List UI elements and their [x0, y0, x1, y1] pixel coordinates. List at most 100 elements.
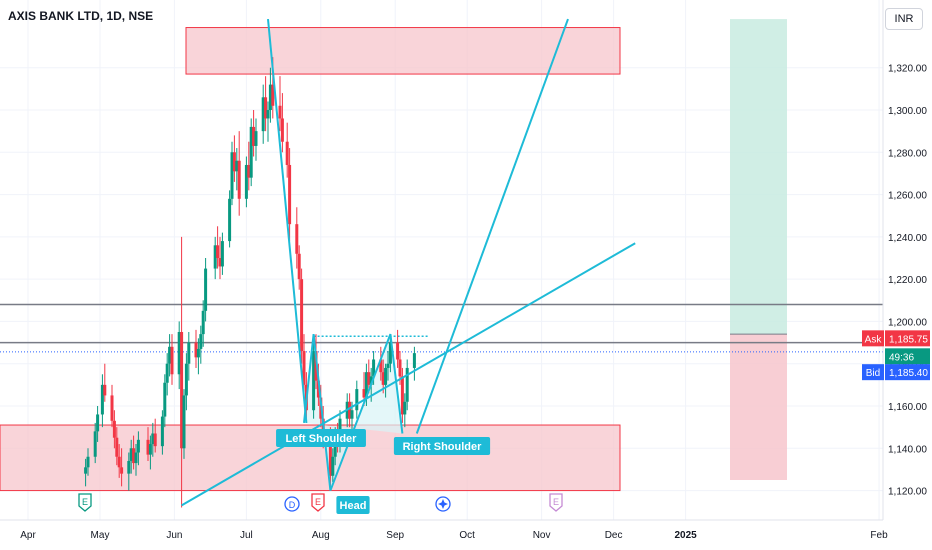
candle-body — [285, 141, 289, 165]
candle-body — [110, 395, 114, 421]
x-tick-label: Jun — [166, 530, 182, 541]
candle-body — [132, 448, 136, 464]
candle-body — [396, 342, 400, 360]
earnings-marker-2-text: E — [315, 497, 321, 507]
candle-body — [216, 245, 220, 258]
candle-body — [100, 384, 104, 415]
candle-body — [148, 444, 152, 455]
candle-body — [146, 439, 150, 455]
currency-button[interactable]: INR — [885, 8, 923, 30]
pattern-drawings: Left Shoulder Head Right Shoulder — [181, 18, 636, 514]
earnings-marker-1-shape — [78, 493, 92, 512]
bid-tag-label: Bid — [866, 368, 880, 379]
candle-body — [180, 332, 184, 449]
candle-body — [235, 160, 239, 172]
candle-body — [295, 224, 299, 254]
bid-tag-value: 1,185.40 — [889, 368, 928, 379]
candle-body — [398, 359, 402, 377]
head-label: Head — [336, 496, 370, 514]
candle-body — [96, 414, 100, 432]
y-tick-label: 1,320.00 — [888, 64, 927, 75]
candle-body — [115, 437, 119, 457]
candle-body — [386, 363, 390, 368]
chart-title: AXIS BANK LTD, 1D, NSE — [8, 9, 154, 23]
candle-body — [280, 118, 284, 142]
candle-body — [388, 342, 392, 364]
candle-body — [261, 97, 265, 132]
x-tick-label: Oct — [459, 530, 475, 541]
earnings-marker-3-shape — [549, 493, 563, 512]
y-tick-label: 1,280.00 — [888, 148, 927, 159]
candle-body — [288, 164, 292, 225]
profit-target-zone — [730, 19, 787, 335]
ask-tag-label: Ask — [865, 334, 883, 345]
y-tick-label: 1,300.00 — [888, 106, 927, 117]
candle-body — [348, 401, 352, 419]
candle-body — [117, 456, 121, 468]
candle-body — [316, 380, 320, 398]
x-tick-label: Jul — [240, 530, 253, 541]
candle-body — [237, 160, 241, 199]
earnings-marker-1-text: E — [82, 497, 88, 507]
candle-body — [312, 351, 316, 411]
candle-body — [187, 342, 191, 364]
candle-body — [372, 359, 376, 377]
y-tick-label: 1,140.00 — [888, 444, 927, 455]
x-tick-label: Apr — [20, 530, 36, 541]
candle-body — [355, 389, 359, 411]
candle-body — [400, 376, 404, 415]
y-tick-label: 1,120.00 — [888, 487, 927, 498]
candle-body — [127, 460, 131, 474]
candle-body — [249, 126, 253, 178]
bid-tag-label-bg — [862, 364, 884, 381]
drop-line — [267, 18, 308, 424]
candle-body — [201, 310, 205, 335]
x-tick-label: May — [91, 530, 110, 541]
candle-body — [112, 420, 116, 438]
left-shoulder-label-bg — [276, 429, 366, 447]
candle-body — [367, 372, 371, 385]
candle-body — [218, 258, 222, 267]
candle-body — [182, 395, 186, 449]
candle-body — [129, 448, 133, 461]
candle-body — [254, 131, 258, 146]
time-axis: Apr May Jun Jul Aug Sep Oct Nov Dec 2025 Feb — [0, 519, 888, 541]
earnings-marker-2: E — [311, 493, 325, 512]
x-tick-label: Feb — [870, 530, 888, 541]
candle-body — [170, 346, 174, 375]
candle-body — [403, 401, 407, 415]
candle-body — [405, 367, 409, 402]
ascending-trendline — [181, 242, 636, 507]
right-shoulder-label-text: Right Shoulder — [403, 441, 483, 453]
candle-body — [247, 164, 251, 178]
axis-bg — [883, 0, 932, 550]
head-and-shoulders-line — [303, 333, 404, 491]
candle-body — [196, 348, 200, 358]
candle-body — [168, 346, 172, 364]
candle-body — [84, 467, 88, 474]
candle-body — [350, 410, 354, 419]
candle-body — [379, 359, 383, 373]
candle-body — [297, 253, 301, 280]
candle-body — [244, 164, 248, 199]
left-shoulder-label: Left Shoulder — [276, 429, 366, 447]
candle-body — [412, 353, 416, 368]
dividend-marker-circle — [284, 496, 300, 512]
candle-body — [369, 376, 373, 385]
x-tick-label: Dec — [605, 530, 623, 541]
candle-body — [165, 363, 169, 383]
candle-body — [362, 389, 366, 398]
candle-body — [120, 467, 124, 474]
pattern-fill — [304, 334, 403, 491]
candle-body — [228, 198, 232, 242]
x-tick-label: Aug — [312, 530, 330, 541]
candle-body — [252, 126, 256, 146]
stop-loss-zone — [730, 334, 787, 480]
left-shoulder-label-text: Left Shoulder — [286, 433, 358, 445]
right-shoulder-label: Right Shoulder — [393, 437, 491, 455]
candle-body — [160, 416, 164, 447]
horizontal-levels — [0, 303, 883, 353]
head-label-text: Head — [340, 500, 367, 512]
